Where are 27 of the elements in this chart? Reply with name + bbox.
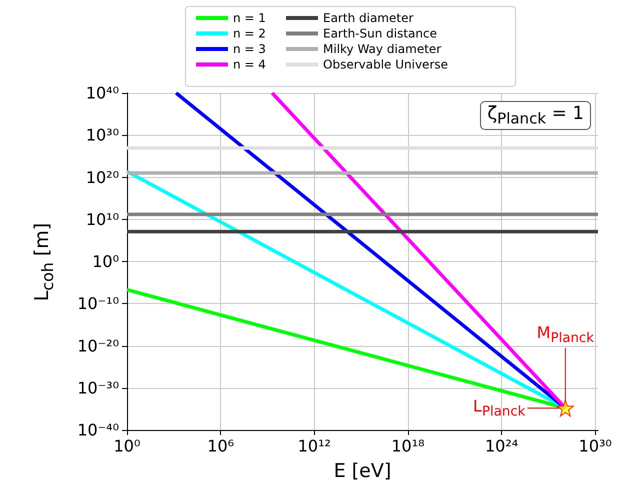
y-tick-label: 10⁻¹⁰ bbox=[77, 294, 119, 314]
x-tick-label: 10⁶ bbox=[207, 436, 234, 456]
y-tick-label: 10⁰ bbox=[92, 252, 119, 271]
y-tick-label: 10³⁰ bbox=[86, 126, 119, 145]
annotation: M$_{Planck}$ bbox=[536, 322, 594, 346]
x-axis-title: E [eV] bbox=[334, 460, 392, 482]
y-tick-label: 10⁻⁴⁰ bbox=[77, 420, 119, 440]
x-tick-label: 10⁰ bbox=[114, 436, 140, 456]
annotation: L$_{Planck}$ bbox=[473, 396, 526, 420]
legend-label: n = 4 bbox=[233, 58, 266, 72]
legend-label: n = 1 bbox=[233, 11, 266, 25]
legend-label: Milky Way diameter bbox=[323, 42, 442, 56]
x-tick-label: 10²⁴ bbox=[485, 436, 518, 456]
x-tick-label: 10³⁰ bbox=[578, 436, 612, 456]
y-tick-label: 10¹⁰ bbox=[86, 210, 119, 229]
y-tick-label: 10⁻³⁰ bbox=[77, 378, 119, 398]
y-tick-label: 10⁻²⁰ bbox=[77, 336, 119, 356]
legend-label: Earth diameter bbox=[323, 11, 414, 25]
x-tick-label: 10¹⁸ bbox=[391, 436, 425, 456]
y-tick-label: 10²⁰ bbox=[86, 168, 119, 187]
legend-label: n = 3 bbox=[233, 42, 266, 56]
x-tick-label: 10¹² bbox=[298, 436, 331, 456]
legend-label: Observable Universe bbox=[323, 58, 448, 72]
legend-label: Earth-Sun distance bbox=[323, 26, 437, 40]
legend-label: n = 2 bbox=[233, 26, 266, 40]
annotation: ζ$_{Planck}$ = 1 bbox=[480, 101, 591, 130]
y-tick-label: 10⁴⁰ bbox=[86, 84, 119, 102]
